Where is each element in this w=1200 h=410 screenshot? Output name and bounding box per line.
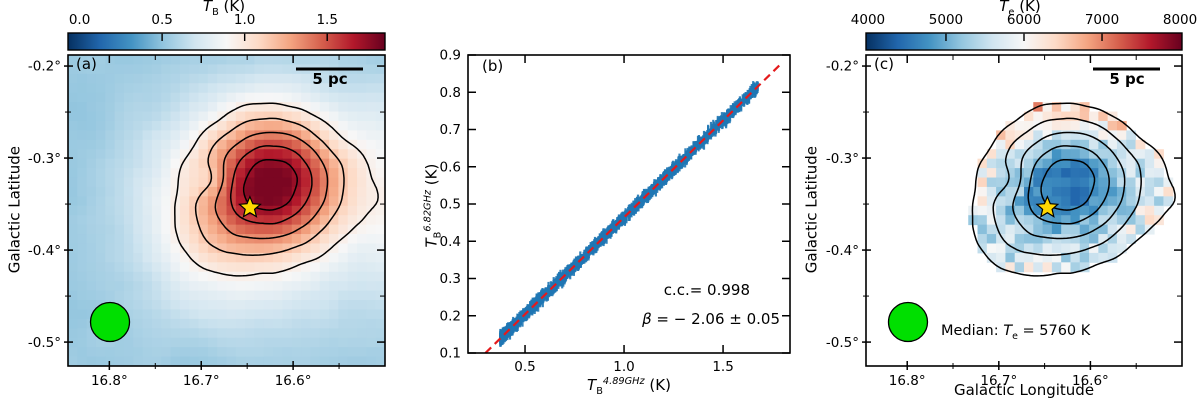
svg-text:0.7: 0.7 — [440, 122, 461, 138]
x-axis-label-c: Galactic Longitude — [953, 381, 1095, 399]
svg-text:-0.4°: -0.4° — [826, 243, 859, 259]
svg-text:0.5: 0.5 — [514, 359, 535, 375]
svg-text:0.9: 0.9 — [440, 48, 461, 64]
panel-a: 16.8° 16.7° 16.6°-0.2°-0.3°-0.4°-0.5°0.0 0.… — [28, 12, 386, 389]
contour-lines-a — [174, 102, 379, 277]
colorbar-tick-labels: 4000 5000 6000 7000 8000 — [851, 12, 1197, 28]
svg-text:1.5: 1.5 — [712, 359, 733, 375]
svg-text:0.6: 0.6 — [440, 159, 461, 175]
axes-frame-c — [865, 54, 1183, 367]
svg-text:4000: 4000 — [851, 12, 885, 28]
svg-text:-0.2°: -0.2° — [28, 59, 61, 75]
colorbar-tick-labels: 0.0 0.5 1.0 1.5 — [69, 12, 338, 28]
svg-text:1.0: 1.0 — [234, 12, 255, 28]
svg-text:6000: 6000 — [1007, 12, 1041, 28]
axis-ticks-b — [468, 54, 790, 354]
svg-text:1.5: 1.5 — [316, 12, 337, 28]
heatmap-cells-c — [968, 102, 1174, 273]
svg-text:0.5: 0.5 — [151, 12, 172, 28]
colorbar: 4000 5000 6000 7000 8000 — [851, 12, 1197, 51]
beam-circle-c — [887, 301, 929, 343]
svg-text:16.6°: 16.6° — [1072, 373, 1109, 389]
svg-text:1.0: 1.0 — [613, 359, 634, 375]
svg-text:0.5: 0.5 — [440, 197, 461, 213]
axes-frame-a — [67, 54, 386, 367]
svg-text:0.0: 0.0 — [69, 12, 90, 28]
svg-text:5000: 5000 — [929, 12, 963, 28]
correlation-annotation: c.c.= 0.998 — [663, 281, 750, 299]
fit-line — [484, 63, 782, 354]
axis-tick-labels: 16.8° 16.7° 16.6° -0.2° -0.3° -0.4° -0.5° — [28, 59, 312, 389]
svg-text:-0.5°: -0.5° — [826, 335, 859, 351]
svg-text:0.3: 0.3 — [440, 271, 461, 287]
svg-text:7000: 7000 — [1085, 12, 1119, 28]
svg-text:16.7°: 16.7° — [183, 373, 220, 389]
x-axis-label-b: TB4.89GHz (K) — [587, 376, 671, 397]
svg-text:16.7°: 16.7° — [980, 373, 1017, 389]
colorbar-a-title: TB (K) — [202, 0, 246, 18]
y-axis-label-a: Galactic Latitude — [5, 146, 24, 274]
scalebar-c-label: 5 pc — [1109, 70, 1145, 88]
svg-text:-0.3°: -0.3° — [826, 151, 859, 167]
panel-c: 16.8° 16.7° 16.6° -0.2° -0.3° -0.4° -0.5° 4000 5… — [826, 12, 1197, 389]
star-icon-a — [238, 195, 262, 218]
colorbar: 0.0 0.5 1.0 1.5 — [67, 12, 386, 51]
svg-text:0.4: 0.4 — [440, 234, 461, 250]
panel-a-label: (a) — [76, 55, 97, 73]
panel-b-label: (b) — [482, 57, 504, 75]
svg-text:8000: 8000 — [1163, 12, 1197, 28]
contour-lines-c — [971, 102, 1176, 277]
colorbar-c-title: Te (K) — [999, 0, 1041, 18]
y-axis-label-b: TB6.82GHz (K) — [422, 163, 444, 248]
svg-text:-0.5°: -0.5° — [28, 335, 61, 351]
scalebar-a-label: 5 pc — [312, 70, 348, 88]
svg-text:0.2: 0.2 — [440, 308, 461, 324]
svg-text:-0.3°: -0.3° — [28, 151, 61, 167]
svg-text:16.8°: 16.8° — [889, 373, 926, 389]
beta-annotation: β = − 2.06 ± 0.05 — [642, 310, 780, 328]
axis-tick-labels-b: 0.5 1.0 1.5 0.1 0.2 0.3 0.4 0.5 0.6 0.7 0.8 0.9 — [440, 48, 734, 375]
panel-c-label: (c) — [874, 55, 894, 73]
axis-tick-labels: 16.8° 16.7° 16.6° -0.2° -0.3° -0.4° -0.5° — [826, 59, 1109, 389]
svg-text:16.6°: 16.6° — [275, 373, 312, 389]
y-axis-label-c: Galactic Latitude — [802, 146, 821, 274]
star-icon-c — [1035, 195, 1060, 218]
axis-ticks — [64, 55, 385, 370]
heatmap-cells-a — [68, 55, 386, 367]
axis-ticks — [862, 55, 1182, 370]
svg-text:-0.2°: -0.2° — [826, 59, 859, 75]
median-te-annotation: Median: Te = 5760 K — [941, 323, 1091, 342]
panel-b: 0.5 1.0 1.5 0.1 0.2 0.3 0.4 0.5 0.6 0.7 0.8 0.9 — [440, 48, 791, 375]
svg-text:0.8: 0.8 — [440, 85, 461, 101]
beam-circle-a — [89, 301, 131, 343]
svg-text:16.8°: 16.8° — [91, 373, 128, 389]
svg-text:-0.4°: -0.4° — [28, 243, 61, 259]
svg-text:0.1: 0.1 — [440, 346, 461, 362]
